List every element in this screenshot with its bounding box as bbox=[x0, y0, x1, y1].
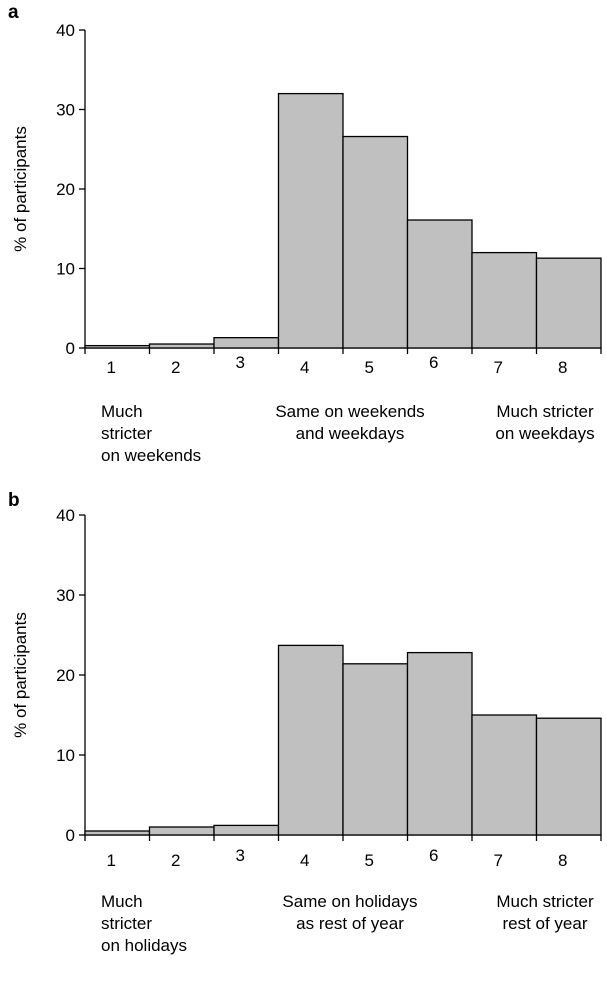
x-tick-label: 5 bbox=[365, 851, 374, 870]
bar-4 bbox=[277, 92, 344, 349]
bar-3 bbox=[213, 337, 280, 349]
annotation-left: Much bbox=[101, 402, 143, 421]
x-tick-label: 7 bbox=[494, 358, 503, 377]
x-tick-label: 6 bbox=[429, 353, 438, 372]
y-tick-label: 40 bbox=[56, 506, 75, 525]
annotation-center: Same on weekends bbox=[275, 402, 424, 421]
bar-8 bbox=[535, 257, 602, 349]
bar-8 bbox=[535, 717, 602, 836]
bar-6 bbox=[406, 651, 473, 836]
bar-1 bbox=[84, 830, 151, 836]
annotation-left: stricter bbox=[101, 424, 152, 443]
chart-panel-a: a 0 10 20 30 40 % of participants 1 2 3 4 5 6 7 8 Much s… bbox=[8, 2, 602, 465]
x-tick-label: 2 bbox=[171, 851, 180, 870]
chart-panel-b: b 0 10 20 30 40 % of participants 1 2 3 4 5 6 7 8 Much s… bbox=[8, 490, 602, 955]
x-tick-label: 3 bbox=[236, 353, 245, 372]
x-tick-label: 8 bbox=[558, 358, 567, 377]
y-tick-label: 30 bbox=[56, 586, 75, 605]
y-tick-label: 30 bbox=[56, 101, 75, 120]
annotation-left: Much bbox=[101, 892, 143, 911]
bar-5 bbox=[342, 135, 409, 349]
x-tick-label: 6 bbox=[429, 846, 438, 865]
annotation-right: Much stricter bbox=[496, 402, 594, 421]
y-tick-label: 0 bbox=[66, 826, 75, 845]
bar-1 bbox=[84, 344, 151, 349]
y-tick-label: 20 bbox=[56, 666, 75, 685]
y-axis-label: % of participants bbox=[11, 612, 30, 738]
bar-3 bbox=[213, 824, 280, 836]
panel-letter: a bbox=[8, 2, 19, 23]
y-tick-label: 0 bbox=[66, 339, 75, 358]
bar-7 bbox=[471, 251, 538, 349]
x-tick-label: 5 bbox=[365, 358, 374, 377]
bar-2 bbox=[148, 343, 215, 349]
x-tick-label: 3 bbox=[236, 846, 245, 865]
annotation-center: Same on holidays bbox=[282, 892, 417, 911]
annotation-left: on weekends bbox=[101, 446, 201, 465]
annotation-center: as rest of year bbox=[296, 914, 404, 933]
annotation-center: and weekdays bbox=[296, 424, 405, 443]
x-tick-label: 4 bbox=[300, 851, 309, 870]
y-tick-label: 10 bbox=[56, 260, 75, 279]
annotation-right: on weekdays bbox=[495, 424, 594, 443]
annotation-left: on holidays bbox=[101, 936, 187, 955]
bar-5 bbox=[342, 663, 409, 836]
bar-7 bbox=[471, 714, 538, 836]
y-tick-label: 40 bbox=[56, 21, 75, 40]
y-axis-label: % of participants bbox=[11, 126, 30, 252]
x-tick-label: 1 bbox=[107, 358, 116, 377]
y-tick-label: 10 bbox=[56, 746, 75, 765]
x-tick-label: 8 bbox=[558, 851, 567, 870]
annotation-right: Much stricter bbox=[496, 892, 594, 911]
panel-letter: b bbox=[8, 490, 20, 511]
annotation-right: rest of year bbox=[502, 914, 587, 933]
x-tick-label: 1 bbox=[107, 851, 116, 870]
annotation-left: stricter bbox=[101, 914, 152, 933]
bar-6 bbox=[406, 219, 473, 349]
bar-4 bbox=[277, 644, 344, 836]
bar-2 bbox=[148, 826, 215, 836]
y-tick-label: 20 bbox=[56, 180, 75, 199]
x-tick-label: 2 bbox=[171, 358, 180, 377]
x-tick-label: 4 bbox=[300, 358, 309, 377]
x-tick-label: 7 bbox=[494, 851, 503, 870]
